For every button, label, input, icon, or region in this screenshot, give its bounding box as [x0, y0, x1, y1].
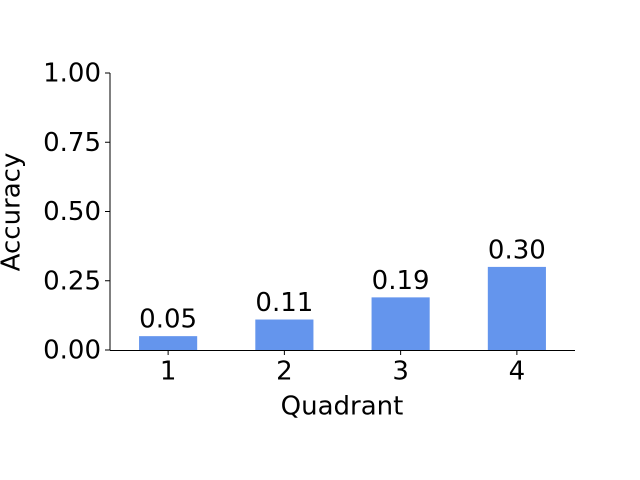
- x-axis-label: Quadrant: [281, 392, 404, 422]
- bar: [255, 319, 314, 350]
- value-label: 0.05: [139, 305, 197, 335]
- value-label: 0.11: [255, 288, 313, 318]
- x-tick-label: 2: [276, 357, 293, 387]
- bar: [487, 266, 546, 350]
- x-tick-label: 1: [160, 357, 177, 387]
- x-tick-label: 4: [509, 357, 526, 387]
- value-label: 0.30: [488, 235, 546, 265]
- x-tick-label: 3: [392, 357, 409, 387]
- y-tick-label: 0.50: [43, 197, 101, 227]
- bar: [139, 336, 198, 350]
- bar: [371, 297, 430, 350]
- y-tick-label: 0.25: [43, 266, 101, 296]
- y-tick-label: 0.75: [43, 128, 101, 158]
- y-tick-label: 0.00: [43, 336, 101, 366]
- y-tick-label: 1.00: [43, 59, 101, 89]
- y-axis-label: Accuracy: [0, 153, 27, 272]
- value-label: 0.19: [372, 266, 430, 296]
